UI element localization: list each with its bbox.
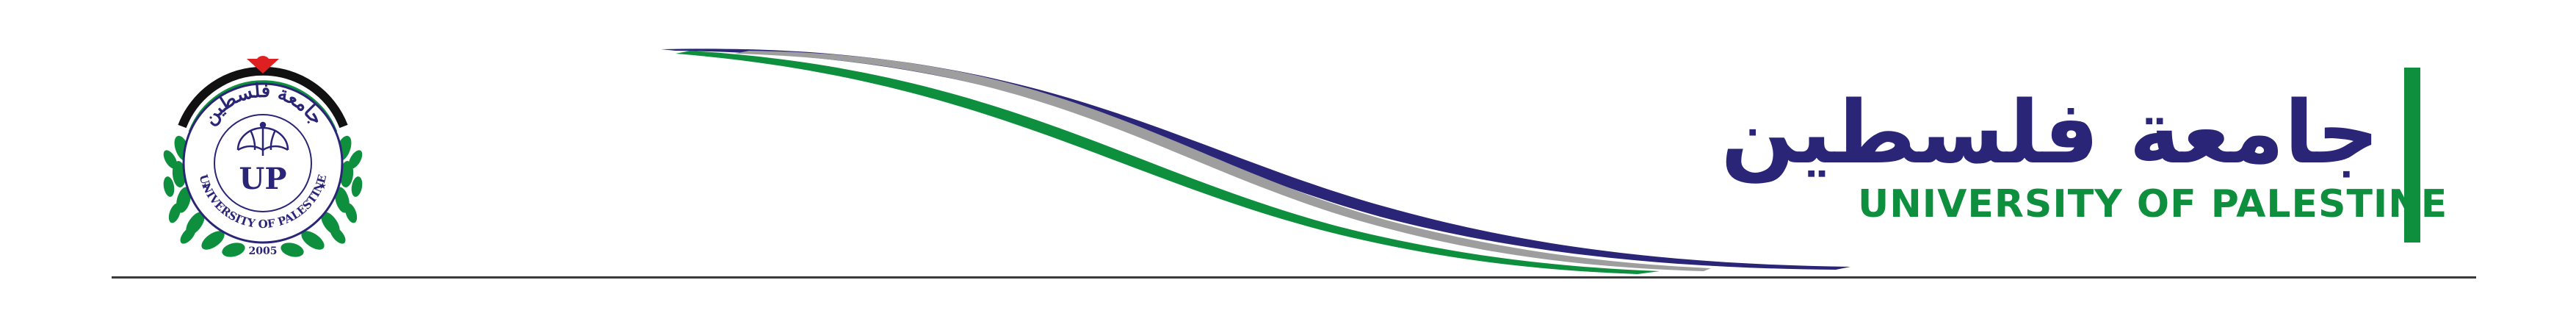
university-title-arabic: جامعة فلسطين — [1721, 82, 2379, 183]
university-seal-logo: جامعة فلسطين UNIVERSITY OF PALESTINE UP … — [163, 56, 363, 257]
horizontal-rule — [112, 276, 2476, 279]
swoosh-navy — [661, 49, 1850, 270]
decorative-swooshes — [661, 49, 1850, 274]
svg-text:★: ★ — [319, 181, 327, 191]
dome-emblem — [236, 121, 289, 156]
svg-text:★: ★ — [201, 181, 209, 191]
seal-year: 2005 — [249, 245, 278, 257]
seal-inner-ring — [214, 114, 312, 212]
seal-monogram: UP — [239, 162, 287, 196]
university-title-english: UNIVERSITY OF PALESTINE — [1858, 182, 2448, 226]
accent-bar — [2404, 68, 2420, 243]
